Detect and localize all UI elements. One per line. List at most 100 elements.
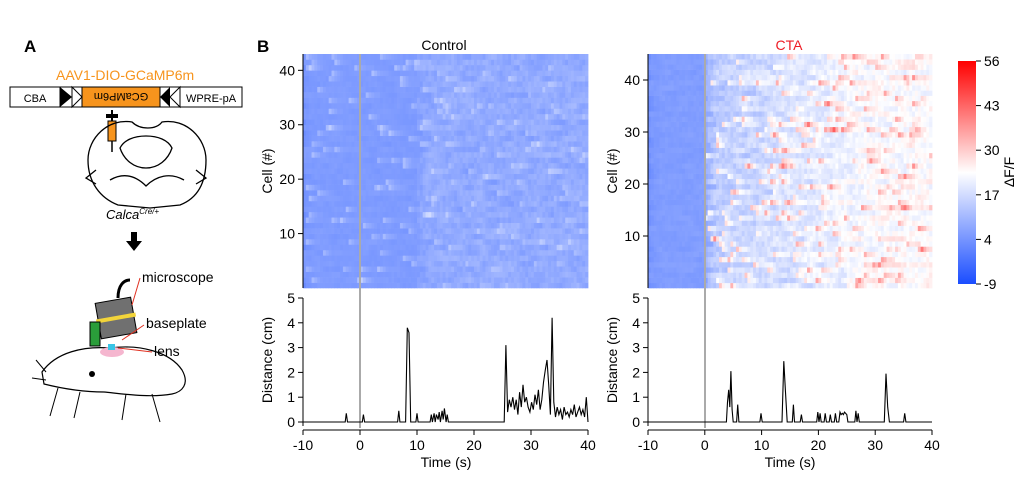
- heatmap-cell: [559, 179, 563, 185]
- heatmap-cell: [459, 282, 463, 289]
- heatmap-cell: [533, 54, 538, 60]
- heatmap-cell: [374, 81, 378, 87]
- heatmap-cell: [334, 135, 338, 142]
- heatmap-cell: [565, 130, 569, 136]
- heatmap-cell: [340, 130, 344, 136]
- heatmap-cell: [462, 200, 466, 207]
- heatmap-cell: [508, 64, 512, 71]
- heatmap-cell: [411, 282, 415, 289]
- heatmap-cell: [397, 184, 401, 191]
- heatmap-cell: [397, 108, 401, 115]
- heatmap-cell: [399, 151, 404, 158]
- heatmap-cell: [317, 260, 321, 267]
- heatmap-cell: [414, 151, 418, 158]
- heatmap-cell: [687, 277, 691, 284]
- heatmap-cell: [553, 211, 558, 218]
- heatmap-cell: [351, 146, 355, 153]
- heatmap-cell: [496, 135, 501, 142]
- heatmap-cell: [585, 282, 589, 289]
- heatmap-cell: [451, 244, 455, 251]
- heatmap-cell: [303, 179, 307, 185]
- heatmap-cell: [533, 211, 538, 218]
- heatmap-cell: [348, 168, 352, 175]
- heatmap-cell: [320, 162, 324, 169]
- heatmap-cell: [755, 262, 760, 268]
- heatmap-cell: [465, 255, 469, 262]
- heatmap-cell: [368, 75, 372, 82]
- heatmap-cell: [536, 86, 540, 93]
- heatmap-cell: [320, 70, 324, 77]
- heatmap-cell: [454, 222, 458, 229]
- heatmap-cell: [357, 271, 361, 278]
- heatmap-cell: [357, 211, 361, 218]
- heatmap-cell: [570, 200, 575, 207]
- heatmap-cell: [516, 168, 520, 175]
- heatmap-cell: [454, 239, 458, 245]
- heatmap-cell: [565, 64, 569, 71]
- heatmap-cell: [542, 86, 546, 93]
- heatmap-cell: [303, 255, 307, 262]
- heatmap-cell: [667, 282, 672, 289]
- heatmap-cell: [548, 200, 552, 207]
- heatmap-cell: [374, 222, 378, 229]
- heatmap-cell: [354, 184, 358, 191]
- heatmap-cell: [314, 195, 318, 202]
- heatmap-cell: [562, 59, 566, 66]
- heatmap-cell: [545, 162, 549, 169]
- heatmap-cell: [770, 251, 774, 258]
- heatmap-cell: [493, 102, 498, 109]
- heatmap-cell: [550, 157, 555, 164]
- heatmap-cell: [451, 282, 455, 289]
- heatmap-cell: [345, 244, 349, 251]
- heatmap-cell: [459, 200, 463, 207]
- heatmap-cell: [542, 141, 546, 147]
- heatmap-cell: [493, 113, 498, 120]
- heatmap-cell: [542, 271, 546, 278]
- heatmap-cell: [493, 179, 498, 185]
- heatmap-cell: [411, 75, 415, 82]
- heatmap-cell: [505, 70, 509, 77]
- heatmap-cell: [311, 124, 315, 131]
- heatmap-cell: [459, 244, 463, 251]
- heatmap-cell: [522, 108, 526, 115]
- heatmap-cell: [451, 119, 455, 126]
- heatmap-cell: [422, 249, 426, 256]
- heatmap-cell: [499, 119, 503, 126]
- heatmap-control-ylabel: Cell (#): [259, 148, 275, 193]
- heatmap-cell: [439, 184, 444, 191]
- heatmap-cell: [533, 260, 538, 267]
- heatmap-cell: [362, 92, 367, 98]
- heatmap-cell: [434, 233, 438, 240]
- heatmap-cell: [511, 124, 515, 131]
- heatmap-cell: [456, 151, 461, 158]
- heatmap-cell: [371, 206, 375, 213]
- heatmap-cell: [476, 146, 481, 153]
- heatmap-cell: [425, 113, 429, 120]
- heatmap-cell: [459, 157, 463, 164]
- heatmap-cell: [701, 267, 706, 273]
- heatmap-cell: [476, 97, 481, 104]
- heatmap-cell: [391, 217, 395, 223]
- heatmap-cell: [570, 151, 575, 158]
- heatmap-cell: [559, 239, 563, 245]
- heatmap-cell: [528, 271, 532, 278]
- heatmap-cell: [488, 108, 492, 115]
- heatmap-cell: [582, 271, 586, 278]
- heatmap-cell: [493, 233, 498, 240]
- heatmap-cell: [434, 195, 438, 202]
- heatmap-cell: [548, 162, 552, 169]
- heatmap-cell: [442, 249, 446, 256]
- heatmap-cell: [476, 151, 481, 158]
- heatmap-cell: [445, 190, 449, 196]
- heatmap-cell: [861, 262, 865, 268]
- heatmap-cell: [883, 282, 887, 289]
- heatmap-cell: [772, 272, 777, 278]
- heatmap-cell: [582, 200, 586, 207]
- heatmap-cell: [499, 86, 503, 93]
- heatmap-cell: [576, 135, 580, 142]
- heatmap-cell: [428, 277, 432, 283]
- heatmap-cell: [314, 92, 318, 98]
- heatmap-cell: [308, 141, 312, 147]
- heatmap-cell: [812, 256, 816, 263]
- heatmap-cell: [357, 151, 361, 158]
